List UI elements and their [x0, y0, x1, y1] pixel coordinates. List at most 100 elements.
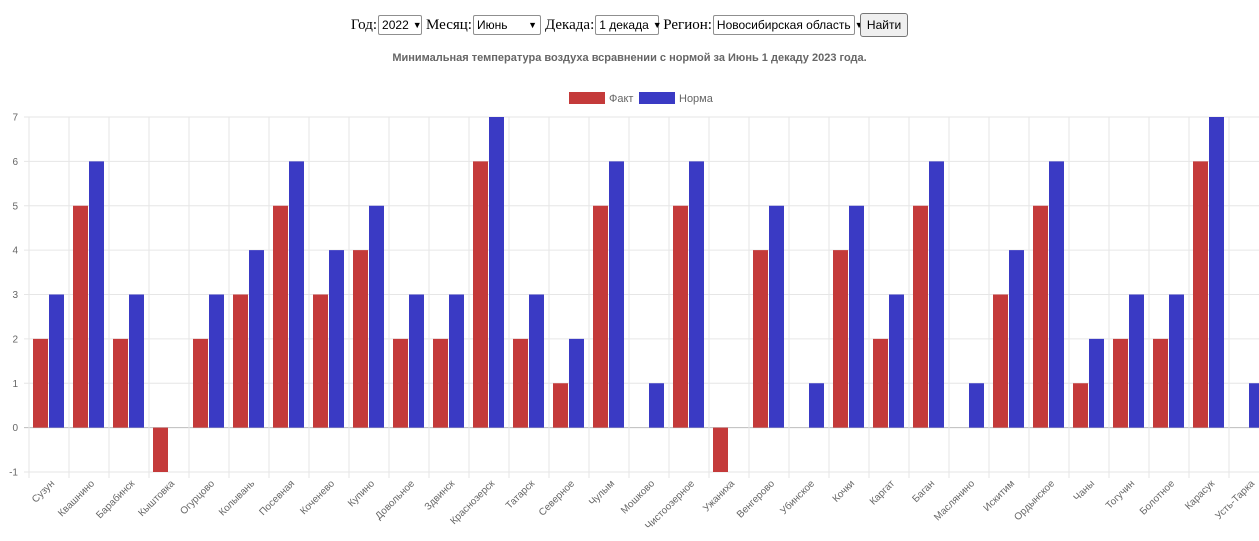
bar-fact: [1113, 338, 1128, 428]
chevron-down-icon: ▼: [412, 20, 422, 30]
bar-norm: [809, 383, 824, 428]
bar-norm: [1129, 294, 1144, 428]
bar-fact: [1193, 161, 1208, 428]
bar-fact: [873, 338, 888, 428]
bar-fact: [1073, 383, 1088, 428]
bar-norm: [1049, 161, 1064, 428]
bar-norm: [849, 205, 864, 428]
bar-fact: [393, 338, 408, 428]
x-tick-label: Искитим: [982, 478, 1018, 514]
x-tick-label: Довольное: [374, 478, 418, 522]
bar-norm: [929, 161, 944, 428]
bar-norm: [409, 294, 424, 428]
bar-fact: [33, 338, 48, 428]
bar-fact: [313, 294, 328, 428]
bar-norm: [369, 205, 384, 428]
bar-norm: [649, 383, 664, 428]
region-select-value: Новосибирская область: [716, 18, 851, 32]
bar-fact: [513, 338, 528, 428]
x-tick-label: Чулым: [587, 478, 617, 508]
legend-label-fact: Факт: [609, 93, 633, 105]
decade-select-value: 1 декада: [599, 18, 649, 32]
bar-norm: [209, 294, 224, 428]
month-select[interactable]: Июнь ▼: [472, 15, 541, 35]
x-tick-label: Убинское: [778, 477, 818, 517]
x-tick-label: Барабинск: [94, 477, 138, 521]
bar-norm: [1089, 338, 1104, 428]
chevron-down-icon: ▼: [528, 20, 537, 30]
x-tick-label: Маслянино: [932, 478, 977, 523]
x-tick-label: Посевная: [257, 478, 297, 518]
chart-title: Минимальная температура воздуха всравнен…: [392, 52, 867, 64]
bar-fact: [473, 161, 488, 428]
legend-swatch-fact: [569, 92, 605, 104]
bar-norm: [769, 205, 784, 428]
bar-norm: [249, 250, 264, 428]
year-label: Год:: [350, 16, 378, 33]
bar-norm: [569, 338, 584, 428]
y-tick-label: 4: [12, 246, 18, 257]
y-tick-label: 7: [12, 113, 18, 124]
legend-swatch-norm: [639, 92, 675, 104]
y-tick-label: 2: [12, 334, 18, 345]
bar-norm: [1009, 250, 1024, 428]
bar-fact: [1033, 205, 1048, 428]
y-tick-label: 3: [12, 290, 18, 301]
bar-fact: [993, 294, 1008, 428]
month-label: Месяц:: [426, 16, 472, 33]
bar-norm: [1249, 383, 1259, 428]
x-tick-label: Карасук: [1183, 478, 1217, 512]
bar-norm: [289, 161, 304, 428]
bar-norm: [1169, 294, 1184, 428]
y-tick-label: 0: [12, 423, 18, 434]
bar-fact: [553, 383, 568, 428]
bar-fact: [273, 205, 288, 428]
x-tick-label: Ордынское: [1012, 478, 1057, 523]
y-tick-label: -1: [9, 468, 18, 479]
bar-fact: [593, 205, 608, 428]
x-tick-label: Кыштовка: [136, 478, 177, 519]
x-tick-label: Татарск: [504, 478, 538, 512]
bar-fact: [73, 205, 88, 428]
year-select[interactable]: 2022 ▼: [378, 15, 423, 35]
x-tick-label: Кочки: [831, 478, 857, 504]
x-tick-label: Купино: [346, 478, 377, 509]
y-tick-label: 5: [12, 201, 18, 212]
bar-norm: [889, 294, 904, 428]
x-tick-label: Чаны: [1072, 478, 1097, 503]
y-tick-label: 1: [12, 379, 18, 390]
chevron-down-icon: ▼: [855, 20, 864, 30]
bar-norm: [609, 161, 624, 428]
bar-norm: [689, 161, 704, 428]
month-select-value: Июнь: [476, 18, 508, 32]
bar-norm: [969, 383, 984, 428]
x-tick-label: Венгерово: [735, 478, 777, 520]
bar-norm: [449, 294, 464, 428]
bar-norm: [89, 161, 104, 428]
chevron-down-icon: ▼: [652, 20, 662, 30]
x-tick-label: Коченево: [298, 478, 337, 517]
bar-fact: [673, 205, 688, 428]
bar-fact: [433, 338, 448, 428]
bar-fact: [353, 250, 368, 428]
bar-norm: [329, 250, 344, 428]
decade-label: Декада:: [544, 16, 595, 33]
decade-select[interactable]: 1 декада ▼: [595, 15, 662, 35]
filter-bar: Год: 2022 ▼ Месяц: Июнь ▼ Декада: 1 декада…: [0, 12, 1259, 38]
bar-fact: [233, 294, 248, 428]
bar-fact: [113, 338, 128, 428]
bar-norm: [489, 117, 504, 428]
bar-fact: [153, 427, 168, 472]
x-tick-label: Квашнино: [56, 478, 97, 519]
bar-norm: [129, 294, 144, 428]
x-tick-label: Болотное: [1138, 478, 1177, 517]
bar-fact: [193, 338, 208, 428]
x-tick-label: Колывань: [217, 478, 257, 518]
bar-fact: [1153, 338, 1168, 428]
region-select[interactable]: Новосибирская область ▼: [712, 15, 864, 35]
bar-fact: [833, 250, 848, 428]
x-tick-label: Усть-Тарка: [1213, 478, 1257, 522]
bar-norm: [49, 294, 64, 428]
search-button[interactable]: Найти: [859, 13, 909, 37]
